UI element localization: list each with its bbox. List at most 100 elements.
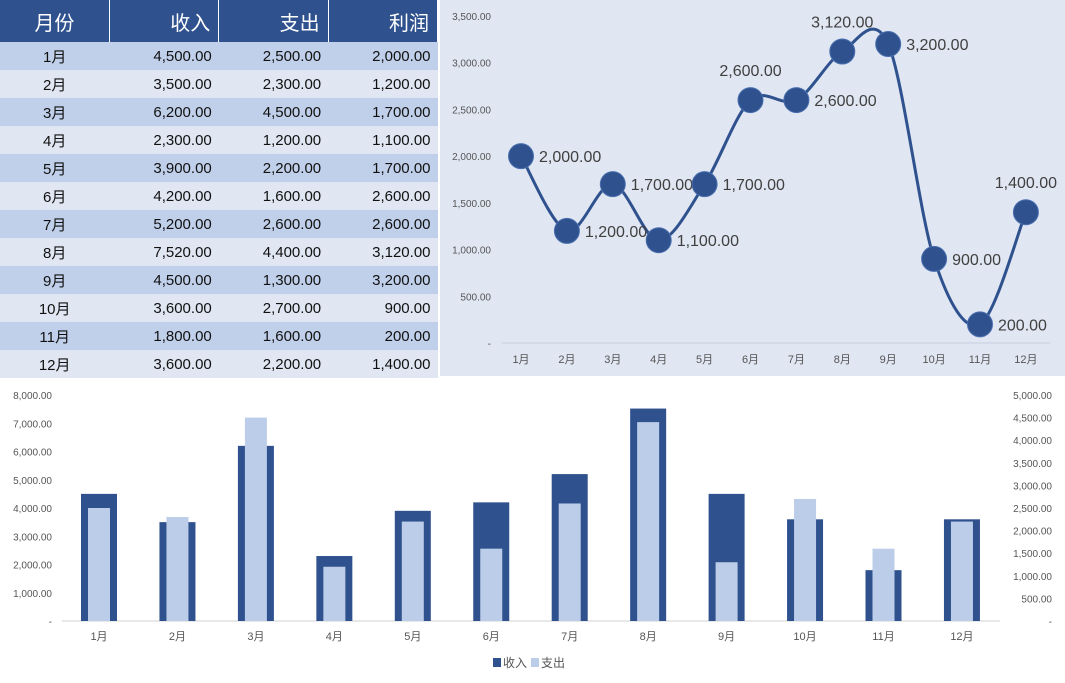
x-tick-label: 11月 [872,631,894,643]
x-tick-label: 6月 [483,631,500,643]
data-label: 2,000.00 [539,149,601,166]
table-cell: 3,200.00 [328,266,438,294]
data-point [829,38,856,65]
table-cell: 1,400.00 [328,350,438,378]
right-y-tick-label: 2,000.00 [1013,527,1052,538]
table-row: 7月 5,200.00 2,600.00 2,600.00 [0,210,438,238]
table-row: 5月 3,900.00 2,200.00 1,700.00 [0,154,438,182]
x-tick-label: 5月 [696,354,713,366]
legend-expense-swatch [531,658,539,667]
data-label: 1,700.00 [631,177,693,194]
profit-line-chart: - 500.00 1,000.00 1,500.00 2,000.00 2,500.00 3… [440,0,1065,376]
table-cell: 1,100.00 [328,126,438,154]
x-tick-label: 9月 [718,631,735,643]
x-tick-label: 8月 [834,354,851,366]
table-row: 8月 7,520.00 4,400.00 3,120.00 [0,238,438,266]
y-tick-label: 3,000.00 [452,59,491,70]
expense-bar [637,422,660,621]
left-y-tick-label: 3,000.00 [13,532,52,543]
expense-bar [166,517,189,621]
x-tick-label: 4月 [326,631,343,643]
x-tick-label: 1月 [512,354,529,366]
table-cell: 3,600.00 [109,294,219,322]
x-tick-label: 7月 [561,631,578,643]
data-label: 900.00 [952,252,1001,269]
table-cell: 2,700.00 [218,294,329,322]
table-cell: 4,500.00 [109,266,219,294]
table-cell: 200.00 [328,322,438,350]
table-row: 6月 4,200.00 1,600.00 2,600.00 [0,182,438,210]
data-label: 1,100.00 [677,233,739,250]
data-point [645,227,672,254]
right-y-tick-label: - [1049,617,1052,628]
table-cell: 2月 [0,70,110,98]
y-tick-label: 1,000.00 [452,246,491,257]
table-row: 10月 3,600.00 2,700.00 900.00 [0,294,438,322]
x-tick-label: 7月 [788,354,805,366]
table-row: 1月 4,500.00 2,500.00 2,000.00 [0,42,438,70]
table-cell: 11月 [0,322,110,350]
x-tick-label: 2月 [558,354,575,366]
data-point [553,217,580,244]
x-tick-label: 10月 [793,631,816,643]
y-tick-label: 1,500.00 [452,199,491,210]
data-point [783,87,810,114]
expense-bar [794,498,817,621]
table-cell: 4月 [0,126,110,154]
x-tick-label: 6月 [742,354,759,366]
table-cell: 1,600.00 [218,182,329,210]
table-row: 2月 3,500.00 2,300.00 1,200.00 [0,70,438,98]
table-row: 12月 3,600.00 2,200.00 1,400.00 [0,350,438,378]
left-y-tick-label: 4,000.00 [13,504,52,515]
table-cell: 3,120.00 [328,238,438,266]
data-point [921,245,948,272]
x-tick-label: 3月 [604,354,621,366]
expense-bar [715,562,738,621]
x-tick-label: 9月 [880,354,897,366]
table-row: 4月 2,300.00 1,200.00 1,100.00 [0,126,438,154]
data-point [691,171,718,198]
column-header: 支出 [218,0,329,42]
table-header-row: 月份 收入 支出 利润 [0,0,439,42]
right-y-tick-label: 500.00 [1021,594,1052,605]
column-header: 利润 [328,0,439,42]
table-cell: 1,200.00 [328,70,438,98]
table-cell: 2,200.00 [218,350,329,378]
x-tick-label: 10月 [922,354,945,366]
table-cell: 3,500.00 [109,70,219,98]
column-header: 月份 [0,0,110,42]
expense-bar [872,548,895,621]
expense-bar [244,417,267,621]
right-y-tick-label: 4,000.00 [1013,436,1052,447]
table-row: 11月 1,800.00 1,600.00 200.00 [0,322,438,350]
left-y-tick-label: 7,000.00 [13,419,52,430]
table-cell: 7,520.00 [109,238,219,266]
data-point [599,171,626,198]
table-cell: 6月 [0,182,110,210]
table-cell: 9月 [0,266,110,294]
expense-bar [401,521,424,621]
data-label: 3,120.00 [811,15,873,32]
y-tick-label: 2,500.00 [452,105,491,116]
data-label: 2,600.00 [719,63,781,80]
left-y-tick-label: - [49,617,52,628]
table-cell: 2,300.00 [109,126,219,154]
data-label: 1,200.00 [585,224,647,241]
data-label: 200.00 [998,317,1047,334]
table-cell: 2,600.00 [328,210,438,238]
table-cell: 5,200.00 [109,210,219,238]
expense-bar [323,566,346,621]
table-cell: 2,000.00 [328,42,438,70]
data-label: 1,400.00 [995,175,1057,192]
right-y-tick-label: 2,500.00 [1013,504,1052,515]
table-cell: 3,900.00 [109,154,219,182]
left-y-tick-label: 5,000.00 [13,476,52,487]
expense-bar [88,508,110,621]
legend-expense-label: 支出 [541,656,565,670]
right-y-tick-label: 1,000.00 [1013,572,1052,583]
table-cell: 3月 [0,98,110,126]
expense-bar [558,503,581,621]
right-y-tick-label: 5,000.00 [1013,391,1052,402]
data-point [875,31,902,58]
expense-bar [480,548,503,621]
